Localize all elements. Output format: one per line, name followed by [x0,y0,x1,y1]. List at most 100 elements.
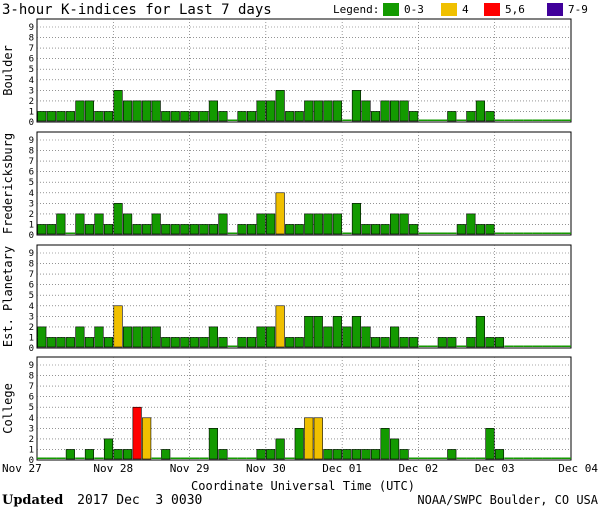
bar [46,111,56,122]
bar [532,457,543,459]
y-tick-label: 7 [29,382,34,392]
bar [227,457,238,459]
bar [208,428,218,460]
bar [313,316,323,348]
bar [390,213,400,235]
bar [437,457,448,459]
bar [332,316,342,348]
updated-label: Updated [2,493,63,508]
bar [409,224,419,235]
bar [475,100,485,122]
bar [504,457,514,459]
bar [523,119,533,121]
bar [332,449,342,460]
y-tick-label: 6 [29,393,34,403]
bar [227,345,238,347]
bar [532,345,543,347]
bar [142,100,152,122]
bar [180,457,190,459]
bar [132,326,142,348]
bar [390,326,400,348]
bar [218,111,228,122]
bar [237,224,247,235]
bar [94,111,104,122]
bar [551,457,562,459]
bar [332,213,342,235]
bar [170,457,181,459]
bar [408,457,419,459]
x-axis-tick-labels: Nov 27 Nov 28 Nov 29 Nov 30 Dec 01 Dec 02 Dec … [2,462,598,475]
bar [561,119,571,121]
bar [246,224,257,235]
bar [504,232,514,234]
bar [75,326,85,348]
y-tick-label: 1 [29,107,34,117]
bar [151,457,161,459]
bar [256,326,266,348]
y-tick-label: 2 [29,97,34,107]
bar [380,100,390,122]
bar [323,449,333,460]
bar [456,224,466,235]
bar [170,111,180,122]
bar [447,232,457,234]
y-tick-label: 1 [29,220,34,230]
x-tick-label: Nov 29 [170,462,210,475]
bar [84,224,95,235]
bar [437,337,447,348]
bar [304,100,314,122]
bar [399,449,409,460]
bar [75,100,85,122]
bar [161,337,171,348]
bar [332,100,342,122]
bar [161,449,171,460]
bar [485,224,495,235]
bar [342,119,352,121]
legend-label-4: 4 [462,3,469,16]
bar [485,428,495,460]
x-axis-label: Coordinate Universal Time (UTC) [191,479,415,493]
bar [418,232,428,234]
bar [399,337,409,348]
y-tick-label: 7 [29,44,34,54]
x-tick-label: Dec 01 [322,462,362,475]
legend-swatch-4 [441,3,457,16]
bar [475,316,485,348]
bar [237,337,247,348]
bar [123,213,133,235]
bar [256,100,266,122]
y-tick-label: 0 [29,231,34,241]
y-tick-label: 4 [29,76,34,86]
bar [266,213,276,235]
y-tick-label: 5 [29,178,34,188]
y-tick-label: 1 [29,333,34,343]
bar [456,345,467,347]
bar [294,111,304,122]
bar [551,345,562,347]
y-tick-label: 3 [29,312,34,322]
bar [294,428,304,460]
bar [94,213,104,235]
station-label: College [1,383,15,434]
bar [513,345,524,347]
bar [189,457,200,459]
bar [542,457,552,459]
bar [380,337,390,348]
bar [208,100,218,122]
bar [189,111,199,122]
y-tick-label: 8 [29,34,34,44]
bar [161,111,171,122]
bar [523,345,533,347]
bar [37,326,47,348]
station-panels: 0123456789Boulder0123456789Fredericksbur… [1,18,572,466]
bar [504,119,514,121]
bar [285,111,295,122]
bar [370,111,381,122]
bar [103,111,114,122]
y-tick-label: 6 [29,281,34,291]
y-tick-label: 9 [29,361,34,371]
bar [370,449,381,460]
legend-label-7-9: 7-9 [568,3,588,16]
bar [142,224,152,235]
